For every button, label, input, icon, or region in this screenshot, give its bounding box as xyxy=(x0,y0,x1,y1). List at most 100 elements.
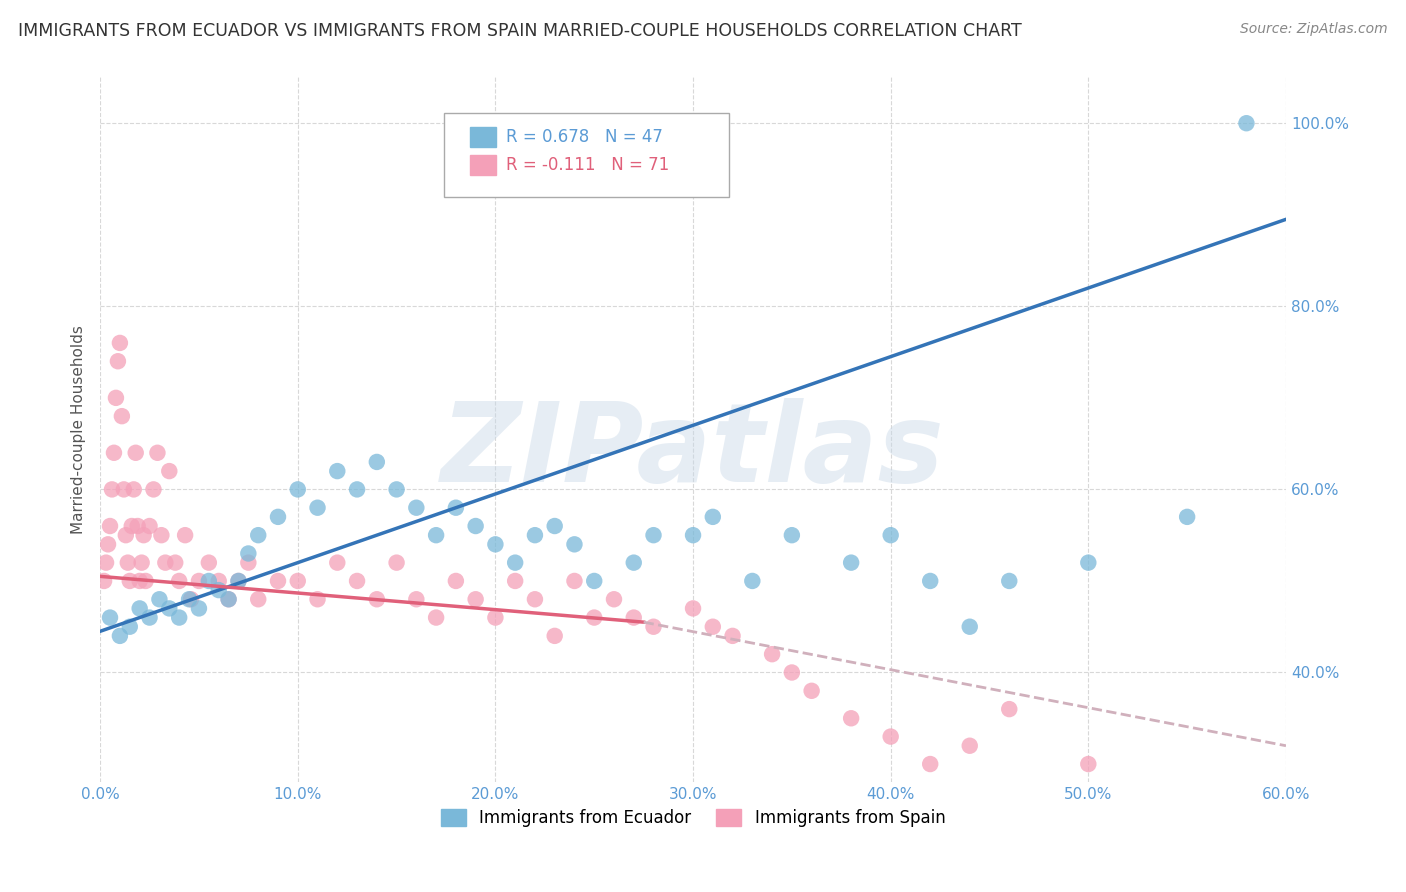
Point xyxy=(682,601,704,615)
Point xyxy=(174,528,197,542)
Point xyxy=(583,610,606,624)
Point xyxy=(93,574,115,588)
FancyBboxPatch shape xyxy=(444,112,728,197)
Point xyxy=(165,556,187,570)
Point xyxy=(121,519,143,533)
Point xyxy=(157,464,180,478)
Point xyxy=(405,500,427,515)
Point xyxy=(405,592,427,607)
Point xyxy=(135,574,157,588)
Point xyxy=(385,483,408,497)
Point xyxy=(643,620,665,634)
Point xyxy=(879,528,901,542)
Point xyxy=(444,500,467,515)
Point xyxy=(228,574,250,588)
Point xyxy=(1236,116,1258,130)
Point xyxy=(247,592,270,607)
Point xyxy=(503,556,526,570)
Point xyxy=(385,556,408,570)
Point xyxy=(108,629,131,643)
Point xyxy=(132,528,155,542)
Point xyxy=(287,483,309,497)
Text: R = -0.111   N = 71: R = -0.111 N = 71 xyxy=(506,156,669,174)
Point xyxy=(146,446,169,460)
Point xyxy=(125,446,148,460)
Point xyxy=(98,610,121,624)
Point xyxy=(198,556,221,570)
Point xyxy=(425,610,447,624)
Point xyxy=(267,574,290,588)
Point xyxy=(238,546,260,560)
Point xyxy=(142,483,165,497)
Point xyxy=(228,574,250,588)
Point xyxy=(218,592,240,607)
Point xyxy=(523,528,546,542)
Point xyxy=(326,556,349,570)
Point xyxy=(167,610,190,624)
Point xyxy=(800,683,823,698)
Point xyxy=(107,354,129,368)
Point xyxy=(267,509,290,524)
Point xyxy=(623,610,645,624)
Bar xyxy=(470,155,496,175)
Point xyxy=(187,601,209,615)
Point xyxy=(780,528,803,542)
Point xyxy=(155,556,177,570)
Point xyxy=(583,574,606,588)
Point xyxy=(920,574,942,588)
Point xyxy=(131,556,153,570)
Point xyxy=(208,574,231,588)
Bar xyxy=(470,127,496,146)
Point xyxy=(103,446,125,460)
Text: ZIPatlas: ZIPatlas xyxy=(441,398,945,505)
Text: Source: ZipAtlas.com: Source: ZipAtlas.com xyxy=(1240,22,1388,37)
Point xyxy=(108,335,131,350)
Point xyxy=(218,592,240,607)
Point xyxy=(564,574,586,588)
Point xyxy=(484,537,506,551)
Point xyxy=(198,574,221,588)
Point xyxy=(118,620,141,634)
Point xyxy=(122,483,145,497)
Legend: Immigrants from Ecuador, Immigrants from Spain: Immigrants from Ecuador, Immigrants from… xyxy=(434,803,952,834)
Point xyxy=(780,665,803,680)
Point xyxy=(839,711,862,725)
Point xyxy=(959,739,981,753)
Point xyxy=(523,592,546,607)
Point xyxy=(702,620,724,634)
Point xyxy=(564,537,586,551)
Point xyxy=(177,592,200,607)
Point xyxy=(682,528,704,542)
Point xyxy=(307,500,329,515)
Point xyxy=(238,556,260,570)
Y-axis label: Married-couple Households: Married-couple Households xyxy=(72,326,86,534)
Point xyxy=(138,519,160,533)
Point xyxy=(839,556,862,570)
Text: R = 0.678   N = 47: R = 0.678 N = 47 xyxy=(506,128,662,145)
Point xyxy=(148,592,170,607)
Point xyxy=(346,483,368,497)
Point xyxy=(998,702,1021,716)
Point xyxy=(114,528,136,542)
Point xyxy=(128,574,150,588)
Point xyxy=(247,528,270,542)
Point xyxy=(721,629,744,643)
Point xyxy=(544,629,567,643)
Point xyxy=(112,483,135,497)
Point xyxy=(307,592,329,607)
Point xyxy=(101,483,124,497)
Point xyxy=(104,391,127,405)
Point xyxy=(643,528,665,542)
Point xyxy=(98,519,121,533)
Point xyxy=(464,592,486,607)
Point xyxy=(741,574,763,588)
Point xyxy=(484,610,506,624)
Point xyxy=(118,574,141,588)
Point xyxy=(180,592,202,607)
Point xyxy=(150,528,173,542)
Point xyxy=(97,537,120,551)
Point xyxy=(117,556,139,570)
Point xyxy=(94,556,117,570)
Point xyxy=(326,464,349,478)
Point xyxy=(346,574,368,588)
